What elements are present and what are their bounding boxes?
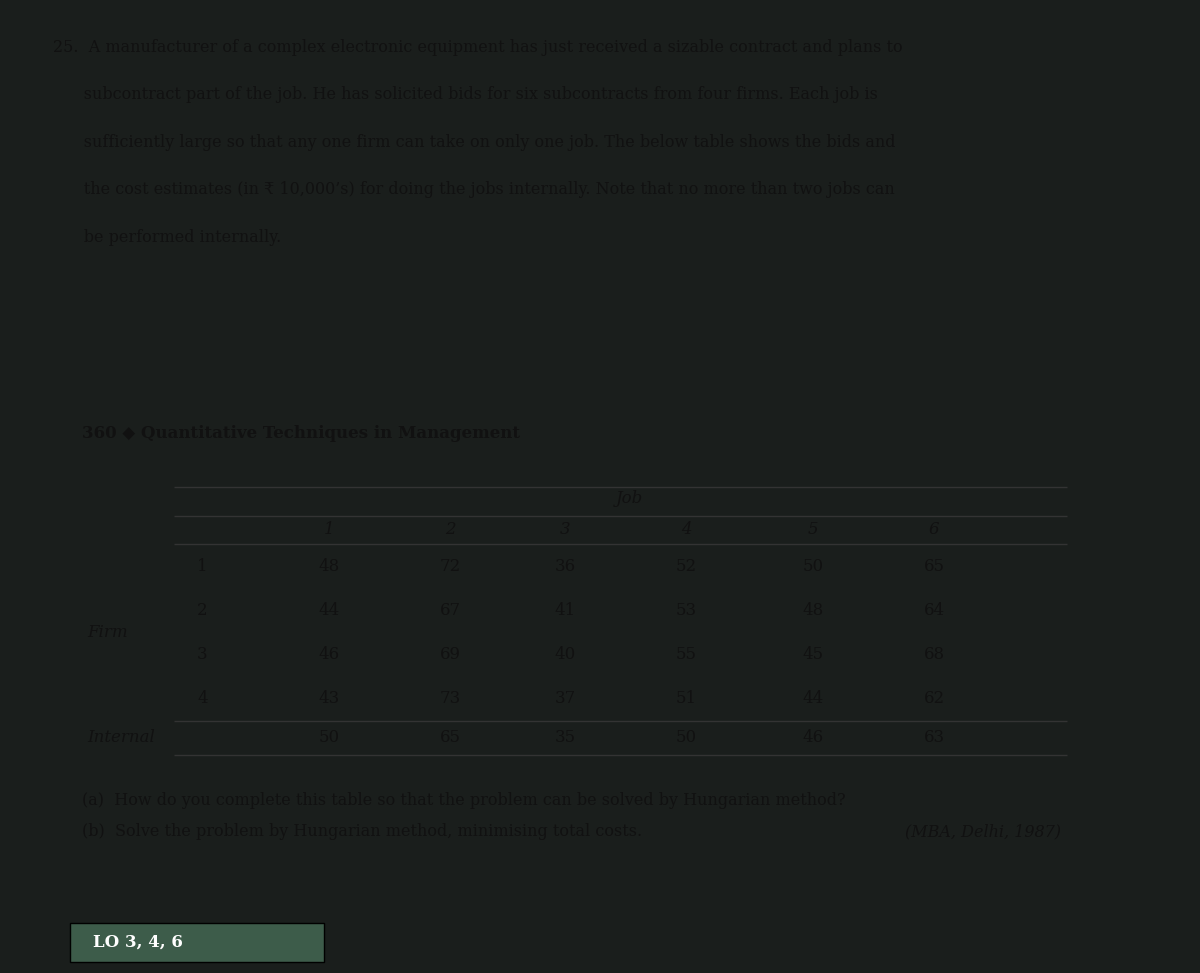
Text: Job: Job xyxy=(616,490,643,507)
Text: the cost estimates (in ₹ 10,000’s) for doing the jobs internally. Note that no m: the cost estimates (in ₹ 10,000’s) for d… xyxy=(53,181,894,198)
Text: 65: 65 xyxy=(439,729,461,746)
Text: (a)  How do you complete this table so that the problem can be solved by Hungari: (a) How do you complete this table so th… xyxy=(82,792,845,809)
Text: 3: 3 xyxy=(197,646,208,663)
Text: 35: 35 xyxy=(554,729,576,746)
Text: 65: 65 xyxy=(924,558,944,575)
Text: 50: 50 xyxy=(319,729,340,746)
Text: 44: 44 xyxy=(803,690,823,707)
Text: 40: 40 xyxy=(554,646,576,663)
Text: 64: 64 xyxy=(924,601,944,619)
Text: 360 ◆ Quantitative Techniques in Management: 360 ◆ Quantitative Techniques in Managem… xyxy=(82,424,520,442)
Text: 52: 52 xyxy=(676,558,697,575)
Text: 43: 43 xyxy=(319,690,340,707)
Text: 44: 44 xyxy=(319,601,340,619)
Text: 2: 2 xyxy=(197,601,208,619)
Text: 45: 45 xyxy=(803,646,823,663)
Text: 69: 69 xyxy=(439,646,461,663)
Text: 3: 3 xyxy=(560,522,571,538)
Text: (MBA, Delhi, 1987): (MBA, Delhi, 1987) xyxy=(905,823,1061,840)
Text: 53: 53 xyxy=(676,601,697,619)
Text: sufficiently large so that any one firm can take on only one job. The below tabl: sufficiently large so that any one firm … xyxy=(53,133,895,151)
Text: 1: 1 xyxy=(197,558,208,575)
Text: 48: 48 xyxy=(803,601,823,619)
Text: (b)  Solve the problem by Hungarian method, minimising total costs.: (b) Solve the problem by Hungarian metho… xyxy=(82,823,642,840)
Text: 63: 63 xyxy=(924,729,944,746)
Text: 5: 5 xyxy=(808,522,818,538)
Text: 50: 50 xyxy=(676,729,697,746)
Text: 48: 48 xyxy=(319,558,340,575)
Text: be performed internally.: be performed internally. xyxy=(53,229,281,245)
Text: 67: 67 xyxy=(439,601,461,619)
Text: 62: 62 xyxy=(924,690,944,707)
Text: LO 3, 4, 6: LO 3, 4, 6 xyxy=(94,934,182,951)
Text: 68: 68 xyxy=(924,646,944,663)
FancyBboxPatch shape xyxy=(70,922,324,962)
Text: subcontract part of the job. He has solicited bids for six subcontracts from fou: subcontract part of the job. He has soli… xyxy=(53,87,877,103)
Text: 72: 72 xyxy=(439,558,461,575)
Text: 4: 4 xyxy=(682,522,691,538)
Text: 55: 55 xyxy=(676,646,697,663)
Text: 36: 36 xyxy=(554,558,576,575)
Text: 46: 46 xyxy=(803,729,823,746)
Text: 73: 73 xyxy=(439,690,461,707)
Text: 4: 4 xyxy=(197,690,208,707)
Text: 50: 50 xyxy=(803,558,823,575)
Text: 6: 6 xyxy=(929,522,940,538)
Text: 2: 2 xyxy=(445,522,456,538)
Text: Internal: Internal xyxy=(88,729,155,746)
Text: 51: 51 xyxy=(676,690,697,707)
Text: 1: 1 xyxy=(324,522,335,538)
Text: 37: 37 xyxy=(554,690,576,707)
Text: 41: 41 xyxy=(554,601,576,619)
Text: Firm: Firm xyxy=(88,624,128,641)
Text: 46: 46 xyxy=(319,646,340,663)
Text: 25.  A manufacturer of a complex electronic equipment has just received a sizabl: 25. A manufacturer of a complex electron… xyxy=(53,39,902,55)
